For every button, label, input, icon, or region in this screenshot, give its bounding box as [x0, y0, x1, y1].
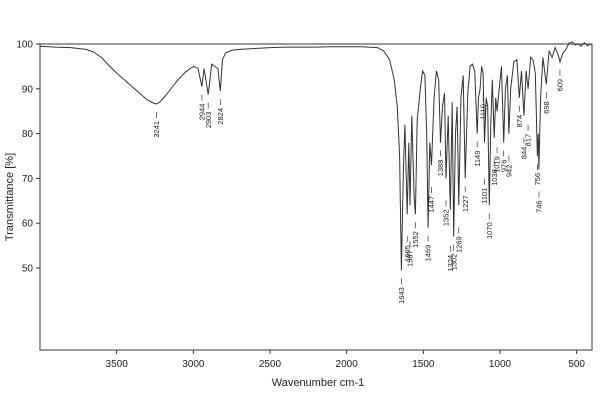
- peak-label: 1019: [493, 156, 502, 173]
- peak-label: 2824: [216, 108, 225, 125]
- peak-label: 1070: [485, 222, 494, 239]
- peak-label: 1149: [473, 151, 482, 167]
- x-tick-label: 500: [568, 359, 585, 370]
- peak-label: 1227: [461, 195, 470, 212]
- peak-label: 2903: [204, 112, 213, 129]
- peak-label: 1643: [397, 287, 406, 304]
- y-tick-label: 70: [22, 174, 34, 185]
- peak-label: 1324: [446, 255, 455, 272]
- peak-label: 1447: [427, 196, 436, 213]
- peak-label: 1552: [411, 231, 420, 248]
- x-axis-label: Wavenumber cm-1: [272, 377, 365, 389]
- y-tick-label: 90: [22, 84, 34, 95]
- peak-label: 1352: [442, 209, 451, 226]
- peak-label: 1038: [490, 169, 499, 186]
- peak-label: 3241: [152, 121, 161, 138]
- peak-label: 844: [520, 147, 529, 160]
- x-tick-label: 3000: [182, 359, 205, 370]
- y-axis-label: Transmittance [%]: [4, 153, 16, 241]
- peak-label: 1469: [424, 245, 433, 262]
- peak-label: 698: [542, 101, 551, 114]
- x-axis-ticks: 3500 3000 2500 2000 1500 1000 500: [106, 350, 585, 370]
- x-tick-label: 2000: [336, 359, 359, 370]
- peak-label: 609: [556, 79, 565, 92]
- x-tick-label: 1500: [412, 359, 435, 370]
- y-axis-ticks: 100 90 80 70 60 50: [16, 40, 40, 275]
- spectrum-line: [39, 41, 593, 271]
- peak-label: 874: [515, 115, 524, 128]
- peak-label: 756: [533, 173, 542, 186]
- y-tick-label: 80: [22, 129, 34, 140]
- plot-frame: [39, 43, 593, 351]
- x-tick-label: 2500: [259, 359, 282, 370]
- x-tick-label: 3500: [106, 359, 129, 370]
- y-tick-label: 100: [16, 40, 33, 51]
- y-tick-label: 50: [22, 264, 34, 275]
- peak-label: 1269: [454, 236, 463, 253]
- y-tick-label: 60: [22, 219, 34, 230]
- peak-label: 1101: [480, 188, 489, 204]
- peak-label: 1302: [449, 254, 458, 271]
- peak-label: 1110: [479, 104, 488, 120]
- peak-label: 1605: [403, 245, 412, 262]
- peak-label: 1388: [436, 160, 445, 177]
- peak-label: 2944: [198, 104, 207, 121]
- peak-label: 746: [535, 200, 544, 213]
- x-tick-label: 1000: [489, 359, 512, 370]
- peak-label: 1587: [406, 250, 415, 267]
- peak-label: 817: [524, 134, 533, 147]
- peak-label: 942: [505, 165, 514, 178]
- peak-label: 976: [499, 160, 508, 173]
